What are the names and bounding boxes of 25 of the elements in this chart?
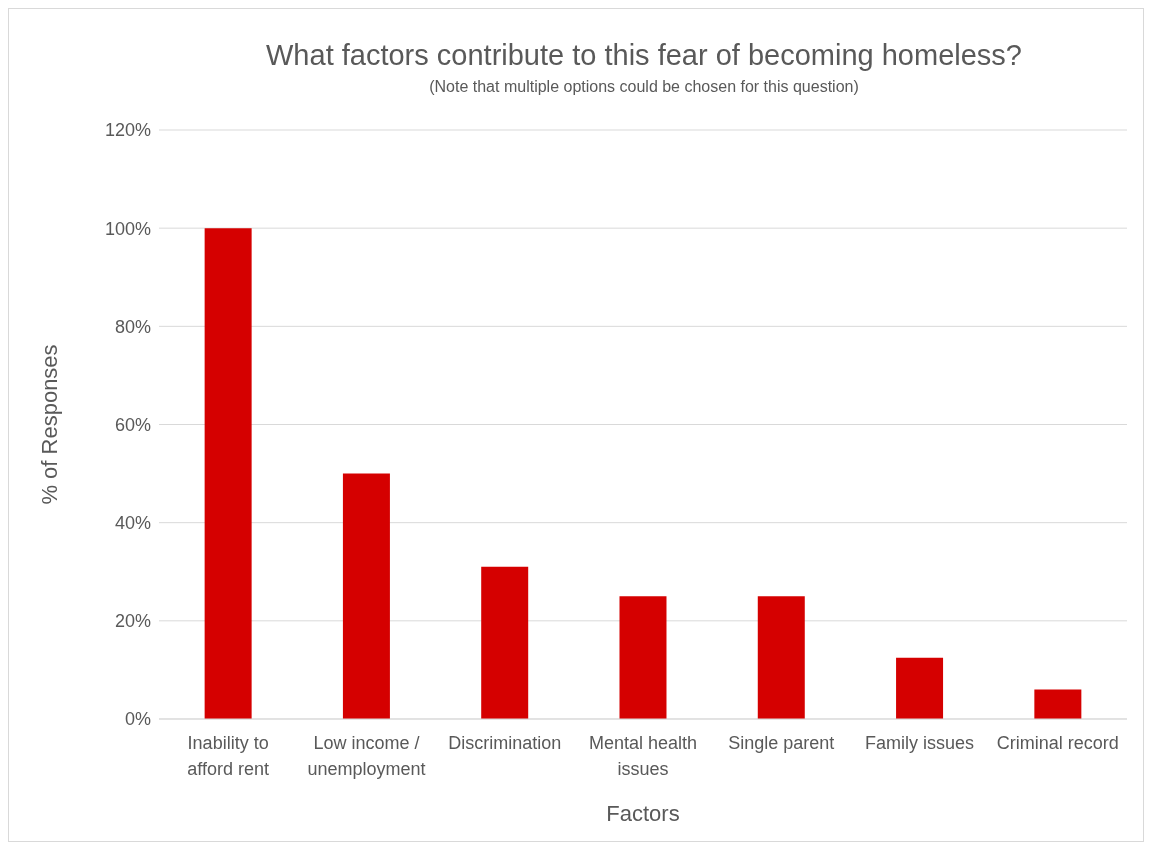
y-tick-label: 40% [114, 513, 151, 534]
bar [619, 596, 667, 719]
y-tick-label: 100% [104, 218, 151, 239]
bar [204, 228, 252, 719]
bar [757, 596, 805, 719]
y-tick-label: 120% [104, 120, 151, 141]
x-tick-label: Single parent [728, 733, 835, 753]
x-tick-label: Discrimination [448, 733, 562, 753]
bar [896, 657, 944, 719]
y-axis-title: % of Responses [36, 344, 62, 505]
x-tick-label: Low income / unemployment [307, 733, 426, 779]
y-tick-label: 80% [114, 316, 151, 337]
x-tick-label: Mental health issues [588, 733, 698, 779]
y-tick-label: 0% [124, 709, 151, 730]
x-tick-label: Inability to afford rent [187, 733, 270, 779]
x-tick-label: Criminal record [996, 733, 1119, 753]
bar [342, 473, 390, 719]
x-tick-label: Family issues [865, 733, 975, 753]
chart-title: What factors contribute to this fear of becoming homeless? [265, 39, 1023, 72]
bar [1034, 689, 1082, 719]
bar [481, 566, 529, 719]
chart-subtitle: (Note that multiple options could be chosen for this question) [428, 78, 860, 96]
y-tick-label: 60% [114, 414, 151, 435]
x-axis-title: Factors [606, 801, 680, 826]
y-tick-label: 20% [114, 611, 151, 632]
